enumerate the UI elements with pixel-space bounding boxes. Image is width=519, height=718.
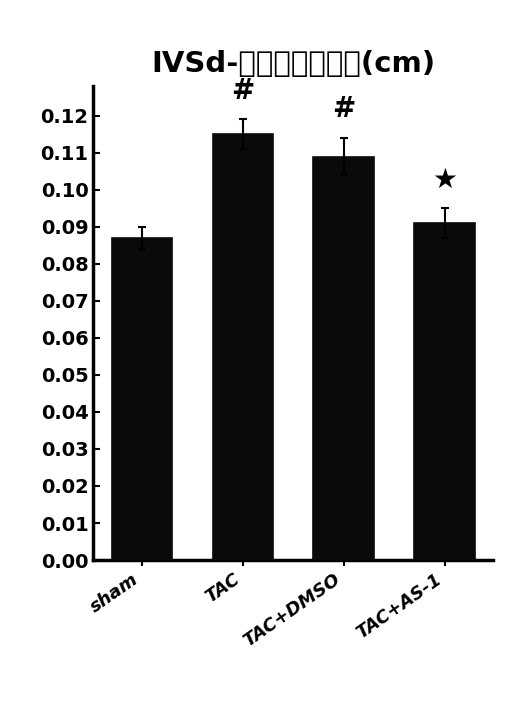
Bar — [414, 223, 475, 560]
Title: IVSd-室间隔舒张厚度(cm): IVSd-室间隔舒张厚度(cm) — [151, 50, 435, 78]
Bar — [212, 134, 273, 560]
Text: #: # — [231, 77, 254, 105]
Bar — [313, 157, 374, 560]
Text: ★: ★ — [432, 166, 457, 194]
Text: #: # — [332, 95, 356, 123]
Bar — [112, 238, 172, 560]
